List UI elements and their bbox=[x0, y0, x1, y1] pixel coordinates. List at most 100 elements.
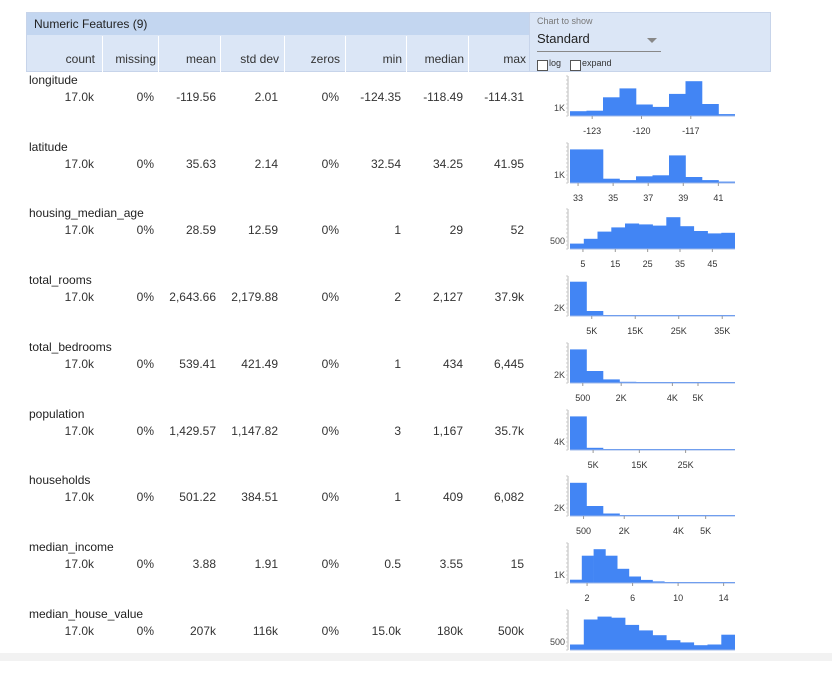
x-tick-label: 4K bbox=[667, 393, 678, 403]
stat-zeros: 0% bbox=[321, 90, 339, 104]
column-header-zeros[interactable]: zeros bbox=[310, 52, 340, 66]
histogram-bar bbox=[680, 226, 695, 249]
stat-std-dev: 2.14 bbox=[254, 157, 278, 171]
histogram-bar bbox=[666, 217, 681, 249]
stat-std-dev: 1.91 bbox=[254, 557, 278, 571]
histogram-bar bbox=[652, 581, 665, 583]
column-header-missing[interactable]: missing bbox=[115, 52, 156, 66]
histogram-bar bbox=[628, 576, 641, 583]
histogram-bar bbox=[570, 243, 585, 249]
histogram-population: 4K 5K 15K 25K bbox=[554, 409, 735, 470]
x-tick-label: 15K bbox=[627, 326, 643, 336]
y-axis-label: 500 bbox=[550, 236, 565, 246]
column-divider bbox=[220, 36, 221, 72]
histogram-bar bbox=[685, 81, 703, 116]
stat-missing: 0% bbox=[136, 90, 154, 104]
histogram-bar bbox=[693, 645, 708, 650]
stat-min: 15.0k bbox=[371, 624, 401, 638]
column-header-max[interactable]: max bbox=[503, 52, 526, 66]
x-tick-label: 14 bbox=[719, 593, 729, 603]
stat-zeros: 0% bbox=[321, 223, 339, 237]
histogram-bar bbox=[605, 555, 618, 583]
x-tick-label: 5 bbox=[580, 259, 585, 269]
histogram-bar bbox=[597, 231, 612, 249]
histogram-bar bbox=[693, 231, 708, 249]
stat-min: -124.35 bbox=[360, 90, 401, 104]
histogram-bar bbox=[721, 232, 735, 249]
histogram-bar bbox=[570, 416, 587, 450]
histogram-bar bbox=[707, 233, 722, 249]
stat-zeros: 0% bbox=[321, 290, 339, 304]
histogram-latitude: 1K 33 35 37 39 41 bbox=[554, 142, 735, 203]
stat-min: 3 bbox=[394, 424, 401, 438]
log-checkbox-label: log bbox=[549, 58, 562, 68]
stat-missing: 0% bbox=[136, 557, 154, 571]
stat-missing: 0% bbox=[136, 624, 154, 638]
y-axis-label: 4K bbox=[554, 437, 565, 447]
stat-zeros: 0% bbox=[321, 157, 339, 171]
page-title: Numeric Features (9) bbox=[34, 17, 148, 31]
stat-max: 15 bbox=[510, 557, 524, 571]
y-axis-label: 2K bbox=[554, 303, 565, 313]
log-checkbox[interactable] bbox=[537, 60, 548, 71]
histogram-bar bbox=[586, 110, 604, 116]
histogram-bar bbox=[581, 555, 594, 583]
histogram-bar bbox=[583, 238, 598, 249]
histogram-bar bbox=[652, 175, 670, 183]
stat-median: 29 bbox=[449, 223, 463, 237]
histogram-bar bbox=[638, 630, 653, 650]
stat-zeros: 0% bbox=[321, 557, 339, 571]
x-tick-label: 2K bbox=[619, 526, 630, 536]
stat-mean: 35.63 bbox=[185, 157, 216, 171]
chevron-down-icon bbox=[647, 38, 657, 43]
column-divider bbox=[158, 36, 159, 72]
histogram-bar bbox=[652, 225, 667, 249]
histogram-total-rooms: 2K 5K 15K 25K 35K bbox=[554, 275, 735, 336]
feature-name: total_rooms bbox=[29, 273, 92, 287]
stat-max: 37.9k bbox=[494, 290, 524, 304]
stat-mean: 28.59 bbox=[185, 223, 216, 237]
stat-missing: 0% bbox=[136, 424, 154, 438]
stat-mean: 539.41 bbox=[179, 357, 216, 371]
stat-median: 2,127 bbox=[432, 290, 463, 304]
histogram-bar bbox=[586, 311, 604, 316]
x-tick-label: 6 bbox=[630, 593, 635, 603]
column-header-count[interactable]: count bbox=[65, 52, 95, 66]
feature-name: median_house_value bbox=[29, 607, 144, 621]
histogram-bar bbox=[652, 635, 667, 650]
histogram-housing-median-age: 500 5 15 25 35 45 bbox=[550, 208, 735, 269]
feature-name: longitude bbox=[29, 73, 78, 87]
column-header-mean[interactable]: mean bbox=[185, 52, 216, 66]
stat-missing: 0% bbox=[136, 490, 154, 504]
stat-zeros: 0% bbox=[321, 424, 339, 438]
chart-type-select[interactable]: Standard bbox=[537, 31, 661, 52]
histogram-bar bbox=[619, 180, 637, 183]
column-header-std-dev[interactable]: std dev bbox=[240, 52, 279, 66]
stat-min: 2 bbox=[394, 290, 401, 304]
histogram-bar bbox=[570, 349, 587, 383]
histogram-bar bbox=[718, 181, 735, 183]
x-tick-label: 25 bbox=[643, 259, 653, 269]
chart-type-select-value: Standard bbox=[537, 31, 590, 46]
column-header-min[interactable]: min bbox=[382, 52, 402, 66]
histogram-bar bbox=[570, 149, 587, 183]
x-tick-label: 2K bbox=[616, 393, 627, 403]
chart-to-show-label: Chart to show bbox=[537, 16, 593, 26]
x-tick-label: 4K bbox=[673, 526, 684, 536]
histogram-bar bbox=[586, 149, 604, 183]
x-tick-label: 15 bbox=[610, 259, 620, 269]
column-header-median[interactable]: median bbox=[424, 52, 464, 66]
stat-missing: 0% bbox=[136, 223, 154, 237]
histogram-bar bbox=[707, 644, 722, 650]
stat-mean: 1,429.57 bbox=[169, 424, 216, 438]
x-tick-label: 5K bbox=[586, 326, 597, 336]
x-tick-label: 2 bbox=[585, 593, 590, 603]
histogram-bar bbox=[666, 640, 681, 650]
expand-checkbox[interactable] bbox=[570, 60, 581, 71]
expand-checkbox-label: expand bbox=[582, 58, 612, 68]
header-title-bar: Numeric Features (9) bbox=[27, 13, 529, 35]
stat-std-dev: 2.01 bbox=[254, 90, 278, 104]
histogram-bar bbox=[586, 371, 604, 383]
column-divider bbox=[406, 36, 407, 72]
histogram-bar bbox=[611, 617, 626, 650]
